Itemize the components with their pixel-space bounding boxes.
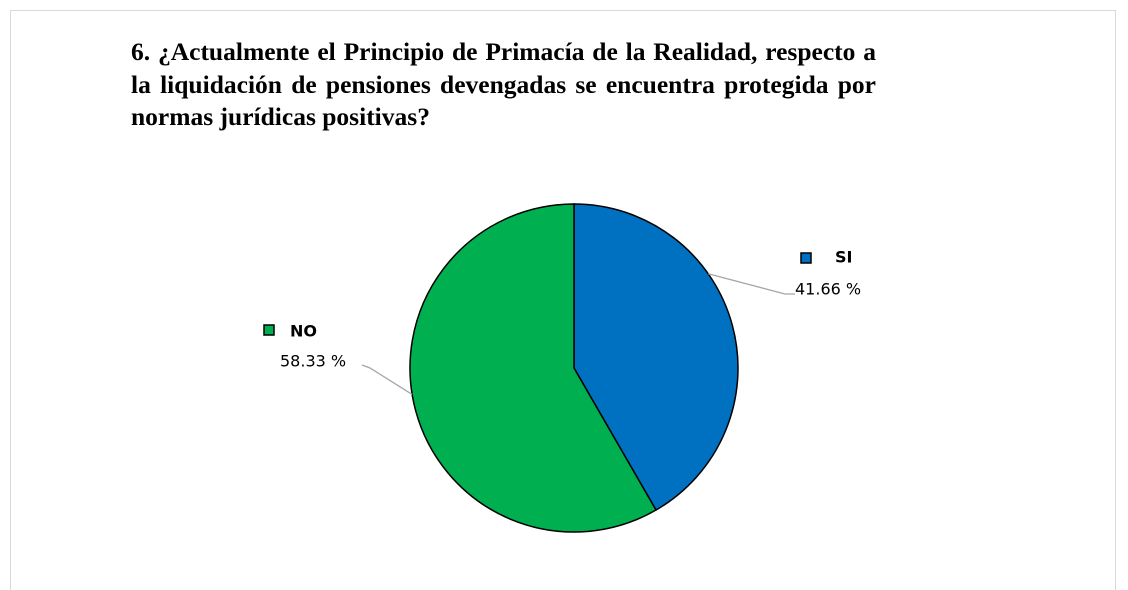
leader-line xyxy=(708,273,795,295)
legend-swatch xyxy=(263,324,275,336)
leader-line xyxy=(361,364,413,395)
value-label: 41.66 % xyxy=(795,280,861,299)
chart-title: 6. ¿Actualmente el Principio de Primacía… xyxy=(131,37,876,131)
category-label: NO xyxy=(290,322,317,341)
category-label: SI xyxy=(835,248,852,267)
value-label: 58.33 % xyxy=(280,352,346,371)
pie-slice xyxy=(409,203,658,533)
legend-swatch xyxy=(800,252,812,264)
pie-slice xyxy=(573,203,739,512)
chart-frame xyxy=(10,10,1116,590)
